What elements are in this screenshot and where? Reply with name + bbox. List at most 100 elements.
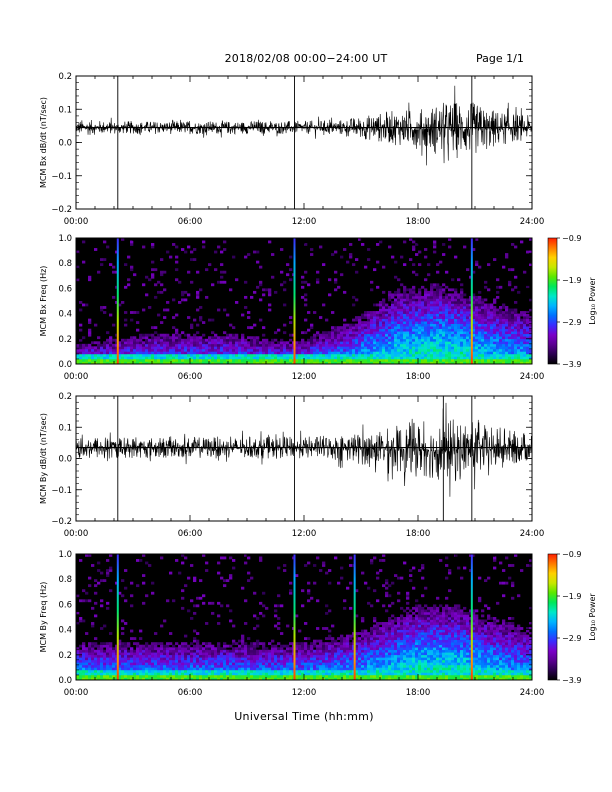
heatmap-cell bbox=[211, 652, 215, 656]
heatmap-cell bbox=[451, 338, 455, 342]
heatmap-cell bbox=[448, 328, 452, 332]
heatmap-cell bbox=[166, 664, 170, 668]
heatmap-cell bbox=[229, 662, 233, 666]
heatmap-cell bbox=[322, 356, 326, 360]
heatmap-cell bbox=[289, 333, 293, 337]
heatmap-cell bbox=[265, 341, 269, 345]
heatmap-cell bbox=[295, 649, 299, 653]
heatmap-cell bbox=[475, 298, 479, 302]
heatmap-cell bbox=[319, 657, 323, 661]
heatmap-cell bbox=[190, 258, 194, 261]
heatmap-cell bbox=[493, 353, 497, 357]
heatmap-cell bbox=[241, 361, 245, 365]
heatmap-cell bbox=[385, 333, 389, 337]
heatmap-cell bbox=[397, 308, 401, 312]
heatmap-cell bbox=[118, 644, 122, 648]
heatmap-cell bbox=[373, 316, 377, 319]
heatmap-cell bbox=[364, 313, 368, 317]
heatmap-cell bbox=[340, 356, 344, 360]
heatmap-cell bbox=[355, 669, 359, 673]
heatmap-cell bbox=[277, 341, 281, 345]
heatmap-cell bbox=[499, 321, 503, 324]
heatmap-cell bbox=[298, 351, 302, 355]
heatmap-cell bbox=[403, 336, 407, 340]
heatmap-cell bbox=[421, 333, 425, 337]
heatmap-cell bbox=[226, 356, 230, 360]
heatmap-cell bbox=[304, 318, 308, 322]
heatmap-cell bbox=[109, 647, 113, 651]
heatmap-cell bbox=[349, 674, 353, 678]
heatmap-cell bbox=[301, 647, 305, 651]
heatmap-cell bbox=[139, 356, 143, 360]
heatmap-cell bbox=[403, 288, 407, 292]
heatmap-cell bbox=[475, 321, 479, 324]
heatmap-cell bbox=[511, 343, 515, 347]
heatmap-cell bbox=[415, 293, 419, 297]
heatmap-cell bbox=[196, 604, 200, 608]
heatmap-cell bbox=[280, 674, 284, 678]
panel-2-axes: 00:00 06:00 12:00 18:00 24:001.00.80.60.40.2… bbox=[39, 234, 544, 382]
heatmap-cell bbox=[442, 290, 446, 294]
heatmap-cell bbox=[427, 301, 431, 304]
heatmap-cell bbox=[136, 361, 140, 365]
heatmap-cell bbox=[298, 649, 302, 653]
heatmap-cell bbox=[397, 295, 401, 299]
heatmap-cell bbox=[358, 328, 362, 332]
heatmap-cell bbox=[133, 361, 137, 365]
heatmap-cell bbox=[175, 331, 179, 335]
heatmap-cell bbox=[169, 659, 173, 663]
heatmap-cell bbox=[334, 341, 338, 345]
heatmap-cell bbox=[367, 258, 371, 261]
heatmap-cell bbox=[265, 353, 269, 357]
heatmap-cell bbox=[217, 659, 221, 663]
heatmap-cell bbox=[301, 604, 305, 608]
heatmap-cell bbox=[361, 346, 365, 350]
heatmap-cell bbox=[481, 321, 485, 324]
heatmap-cell bbox=[472, 301, 476, 304]
heatmap-cell bbox=[484, 356, 488, 360]
heatmap-cell bbox=[277, 358, 281, 362]
heatmap-cell bbox=[421, 348, 425, 352]
heatmap-cell bbox=[451, 293, 455, 297]
heatmap-cell bbox=[379, 303, 383, 307]
heatmap-cell bbox=[184, 669, 188, 673]
heatmap-cell bbox=[439, 356, 443, 360]
heatmap-cell bbox=[307, 561, 311, 565]
heatmap-cell bbox=[304, 298, 308, 302]
heatmap-cell bbox=[379, 351, 383, 355]
heatmap-cell bbox=[313, 677, 317, 681]
heatmap-cell bbox=[247, 356, 251, 360]
heatmap-cell bbox=[406, 346, 410, 350]
heatmap-cell bbox=[94, 601, 98, 605]
heatmap-cell bbox=[430, 341, 434, 345]
heatmap-cell bbox=[109, 336, 113, 340]
heatmap-cell bbox=[277, 627, 281, 630]
heatmap-cell bbox=[394, 331, 398, 335]
heatmap-cell bbox=[163, 619, 167, 623]
heatmap-cell bbox=[331, 328, 335, 332]
heatmap-cell bbox=[520, 343, 524, 347]
heatmap-cell bbox=[181, 672, 185, 676]
heatmap-cell bbox=[217, 361, 221, 365]
heatmap-cell bbox=[253, 649, 257, 653]
heatmap-cell bbox=[199, 336, 203, 340]
spike-column bbox=[116, 238, 119, 364]
heatmap-cell bbox=[502, 265, 506, 269]
heatmap-cell bbox=[472, 295, 476, 299]
heatmap-cell bbox=[283, 662, 287, 666]
heatmap-cell bbox=[226, 336, 230, 340]
heatmap-cell bbox=[448, 295, 452, 299]
heatmap-cell bbox=[316, 361, 320, 365]
heatmap-cell bbox=[496, 326, 500, 330]
heatmap-cell bbox=[232, 667, 236, 671]
heatmap-cell bbox=[514, 321, 518, 324]
heatmap-cell bbox=[529, 298, 533, 302]
heatmap-cell bbox=[508, 313, 512, 317]
heatmap-cell bbox=[196, 652, 200, 656]
heatmap-cell bbox=[259, 652, 263, 656]
heatmap-cell bbox=[502, 358, 506, 362]
heatmap-cell bbox=[133, 343, 137, 347]
heatmap-cell bbox=[202, 351, 206, 355]
heatmap-cell bbox=[460, 318, 464, 322]
heatmap-cell bbox=[451, 353, 455, 357]
